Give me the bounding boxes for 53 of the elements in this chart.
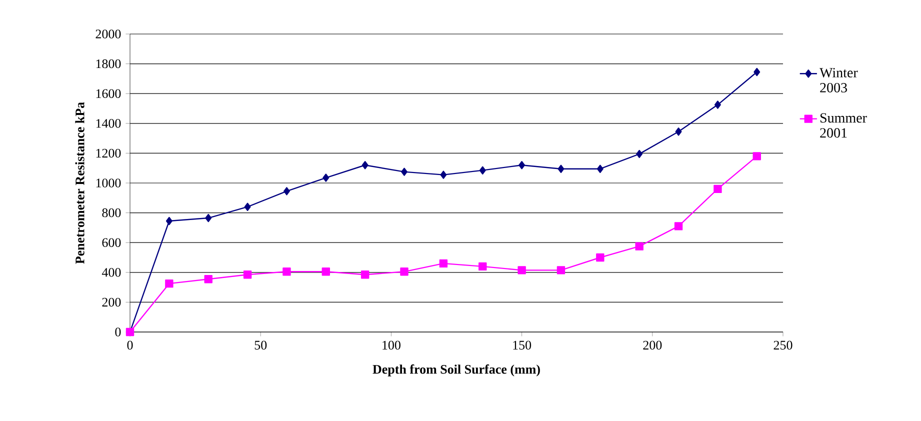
point	[479, 166, 486, 174]
point	[360, 270, 370, 279]
point	[283, 187, 290, 196]
y-tick-label: 600	[102, 238, 121, 247]
point	[362, 161, 368, 170]
point	[714, 100, 721, 109]
point	[440, 170, 447, 179]
point	[205, 214, 212, 222]
y-tick-label: 800	[102, 208, 121, 218]
x-tick-label: 150	[513, 340, 532, 350]
point	[752, 152, 761, 160]
legend-label: Summer 2001	[820, 113, 867, 138]
point	[322, 268, 330, 276]
point	[518, 161, 526, 170]
point	[596, 253, 604, 262]
point	[282, 268, 291, 276]
point	[714, 184, 722, 194]
point	[596, 164, 604, 173]
x-tick-label: 250	[774, 340, 792, 350]
x-axis-title: Depth from Soil Surface (mm)	[372, 364, 540, 376]
point	[478, 262, 487, 271]
point	[635, 242, 644, 250]
point	[558, 164, 564, 173]
point	[636, 150, 643, 158]
y-tick-label: 400	[102, 268, 121, 277]
x-tick-label: 0	[127, 340, 133, 350]
point	[243, 270, 252, 279]
point	[400, 268, 408, 276]
point	[322, 174, 330, 182]
x-tick-label: 200	[643, 340, 662, 350]
y-tick-label: 1800	[96, 59, 121, 68]
point	[674, 222, 683, 230]
y-tick-label: 0	[115, 328, 121, 336]
point	[754, 68, 760, 76]
point	[166, 216, 172, 226]
point	[439, 259, 448, 268]
point	[675, 127, 682, 136]
y-tick-label: 1400	[96, 119, 121, 128]
y-axis-title: Penetrometer Resistance kPa	[75, 102, 84, 264]
y-tick-label: 200	[102, 298, 121, 307]
point	[518, 266, 526, 274]
point	[401, 168, 408, 176]
x-tick-label: 50	[254, 340, 267, 350]
point	[165, 279, 174, 288]
point	[244, 202, 251, 211]
y-tick-label: 2000	[96, 30, 121, 38]
legend-label: Winter 2003	[820, 68, 858, 92]
x-tick-label: 100	[382, 340, 400, 350]
point	[204, 275, 212, 284]
point	[556, 266, 566, 274]
y-tick-label: 1000	[96, 178, 121, 188]
y-tick-label: 1600	[96, 89, 121, 98]
y-tick-label: 1200	[96, 148, 121, 158]
